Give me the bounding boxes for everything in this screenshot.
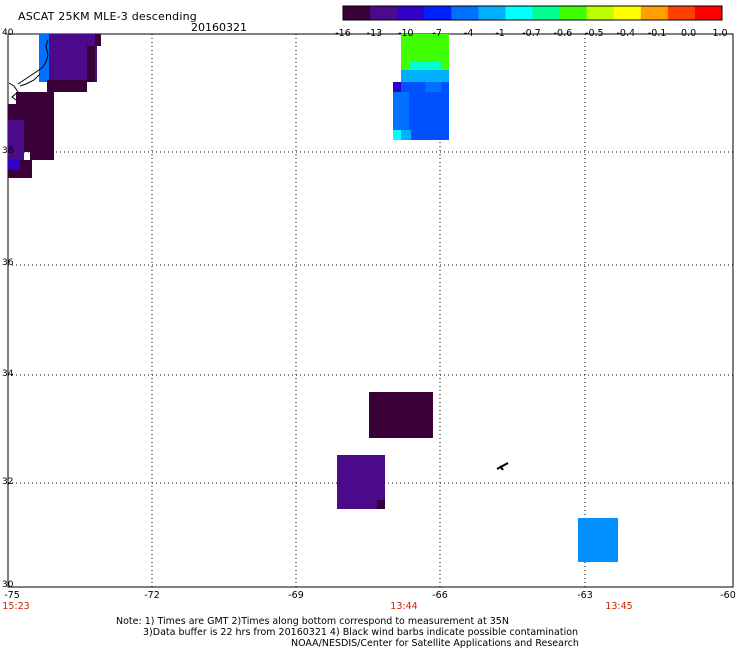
- data-pixel: [8, 160, 20, 170]
- lon-label: -72: [144, 590, 160, 601]
- colorbar-tick-label: -16: [335, 28, 351, 39]
- data-pixel: [425, 82, 441, 92]
- lon-label: -66: [432, 590, 448, 601]
- colorbar-swatch: [505, 6, 533, 20]
- colorbar-swatch: [343, 6, 371, 20]
- colorbar-swatch: [424, 6, 452, 20]
- colorbar-frame: [342, 5, 723, 21]
- data-pixel: [30, 150, 54, 160]
- colorbar-tick-label: -10: [398, 28, 414, 39]
- lat-label: 38: [2, 146, 14, 156]
- lat-label: 30: [2, 580, 14, 590]
- data-pixel: [393, 130, 401, 140]
- lat-label: 36: [2, 258, 14, 268]
- swath-upper-middle: [393, 34, 449, 140]
- colorbar-swatch: [640, 6, 669, 20]
- colorbar-tick-label: -0.1: [647, 28, 667, 39]
- coastline: [8, 39, 49, 101]
- note-line-2: 3)Data buffer is 22 hrs from 20160321 4)…: [143, 627, 579, 638]
- colorbar-tick-label: -1: [495, 28, 505, 39]
- time-label: 15:23: [2, 601, 30, 612]
- data-pixel: [401, 130, 411, 140]
- data-pixel: [8, 104, 20, 120]
- colorbar-swatch: [586, 6, 615, 20]
- colorbar-tick-label: -0.6: [553, 28, 573, 39]
- data-pixel: [87, 46, 95, 82]
- map-date: 20160321: [191, 21, 247, 34]
- data-pixel: [47, 80, 87, 92]
- data-pixel: [393, 82, 401, 92]
- colorbar-tick-label: -0.4: [616, 28, 636, 39]
- colorbar-swatch: [694, 6, 723, 20]
- note-line-3: NOAA/NESDIS/Center for Satellite Applica…: [291, 638, 579, 649]
- data-pixel: [95, 34, 101, 46]
- lat-label: 40: [2, 28, 14, 38]
- time-label: 13:45: [605, 601, 633, 612]
- colorbar-tick-label: 0.0: [681, 28, 697, 39]
- colorbar: [342, 5, 723, 21]
- data-pixel: [8, 120, 24, 160]
- colorbar-swatch: [478, 6, 506, 20]
- colorbar-swatch: [451, 6, 479, 20]
- lat-label: 32: [2, 477, 14, 487]
- data-pixel: [393, 92, 409, 132]
- colorbar-swatch: [370, 6, 398, 20]
- data-pixel-block: [369, 392, 433, 438]
- data-pixel-block: [578, 518, 618, 562]
- colorbar-swatch: [667, 6, 696, 20]
- colorbar-tick-label: -13: [366, 28, 383, 39]
- colorbar-tick-label: -0.5: [585, 28, 604, 39]
- map-frame: [7, 33, 734, 588]
- lon-label: -60: [720, 590, 736, 601]
- map-title: ASCAT 25KM MLE-3 descending: [18, 10, 197, 23]
- data-pixel-block: [377, 500, 385, 509]
- lon-label: -75: [4, 590, 20, 601]
- lat-label: 34: [2, 369, 14, 379]
- wind-barb: [496, 462, 509, 471]
- graticule: [8, 34, 733, 587]
- data-pixel: [39, 34, 49, 82]
- colorbar-tick-label: -4: [463, 28, 474, 39]
- swath-upper-left: [8, 34, 101, 178]
- lon-label: -69: [288, 590, 304, 601]
- data-pixel: [409, 62, 441, 70]
- colorbar-swatch: [532, 6, 561, 20]
- data-pixel: [401, 70, 449, 82]
- colorbar-tick-label: -0.7: [522, 28, 541, 39]
- colorbar-tick-label: 1.0: [712, 28, 728, 39]
- colorbar-tick-label: -7: [432, 28, 442, 39]
- time-label: 13:44: [390, 601, 418, 612]
- colorbar-swatch: [613, 6, 642, 20]
- colorbar-swatch: [397, 6, 425, 20]
- note-line-1: Note: 1) Times are GMT 2)Times along bot…: [116, 616, 509, 627]
- colorbar-swatch: [559, 6, 588, 20]
- lon-label: -63: [577, 590, 593, 601]
